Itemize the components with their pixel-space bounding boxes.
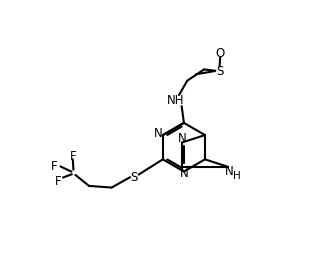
Text: N: N: [178, 132, 186, 145]
Text: F: F: [55, 174, 61, 188]
Text: S: S: [131, 171, 138, 184]
Text: F: F: [51, 160, 58, 173]
Text: O: O: [216, 47, 225, 60]
Text: F: F: [70, 150, 76, 163]
Text: NH: NH: [167, 94, 185, 107]
Text: N: N: [179, 167, 188, 180]
Text: N: N: [154, 127, 163, 140]
Text: H: H: [233, 171, 241, 181]
Text: N: N: [225, 165, 234, 178]
Text: S: S: [216, 64, 223, 78]
